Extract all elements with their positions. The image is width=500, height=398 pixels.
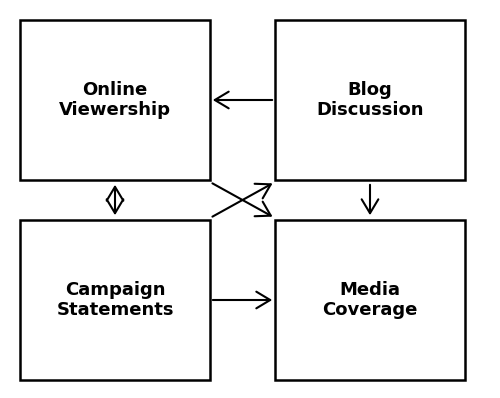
Text: Blog
Discussion: Blog Discussion [316,81,424,119]
Bar [20,220,210,380]
Bar [275,20,465,180]
Text: Media
Coverage: Media Coverage [322,281,418,320]
Bar [20,20,210,180]
Bar [275,220,465,380]
Text: Campaign
Statements: Campaign Statements [56,281,174,320]
Text: Online
Viewership: Online Viewership [59,81,171,119]
